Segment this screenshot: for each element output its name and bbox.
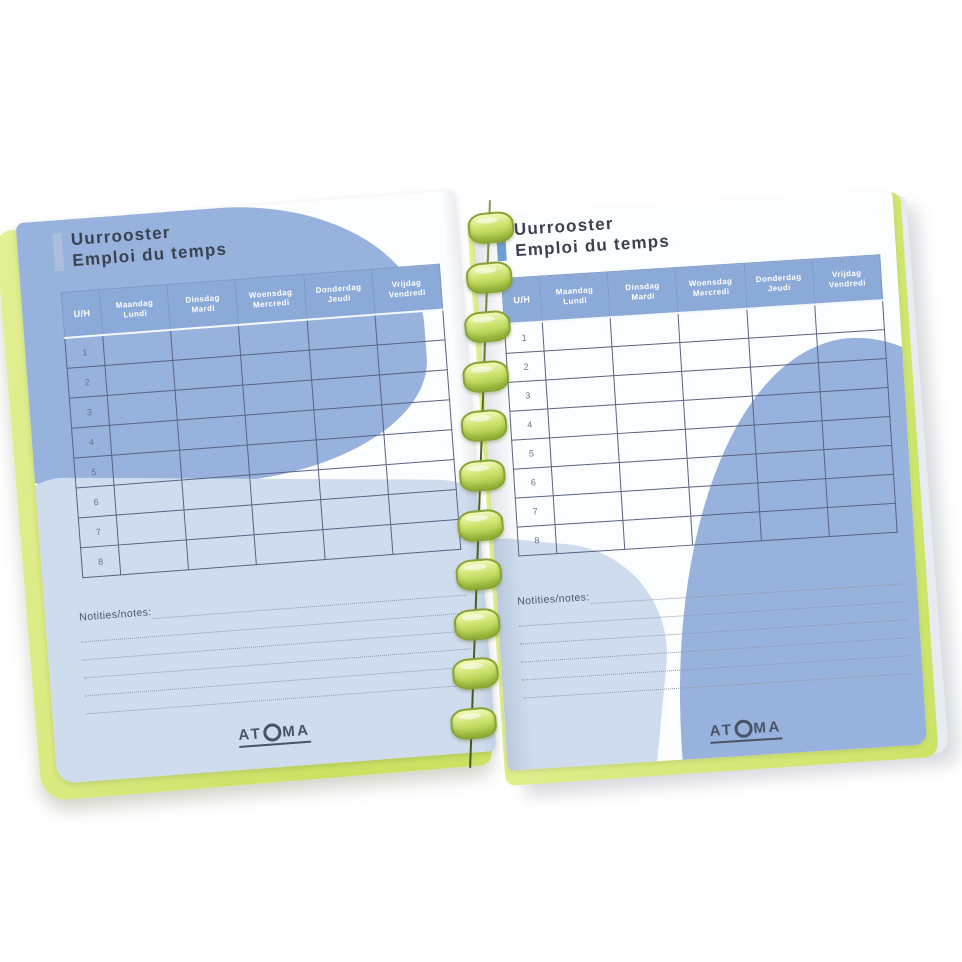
hour-cell: 5 xyxy=(73,455,114,488)
hour-cell: 1 xyxy=(64,335,105,369)
empty-timetable-cell xyxy=(613,371,684,405)
atoma-logo: AT MA xyxy=(709,717,783,744)
empty-timetable-cell xyxy=(689,482,760,517)
empty-timetable-cell xyxy=(816,329,887,363)
day-header-cell: Donderdag Jeudi xyxy=(743,259,815,309)
empty-timetable-cell xyxy=(612,342,683,376)
page-title-block: Uurrooster Emploi du temps xyxy=(495,209,670,262)
hour-cell: 7 xyxy=(78,515,119,548)
empty-timetable-cell xyxy=(750,362,820,397)
empty-timetable-cell xyxy=(825,474,896,508)
empty-timetable-cell xyxy=(759,507,830,541)
logo-text-right: MA xyxy=(281,721,312,741)
day-header-cell: Vrijdag Vendredi xyxy=(811,254,883,305)
binding-disc xyxy=(464,259,514,295)
day-header-cell: Woensdag Mercredi xyxy=(235,274,307,325)
empty-timetable-cell xyxy=(610,313,681,347)
empty-timetable-cell xyxy=(390,519,461,555)
empty-timetable-cell xyxy=(691,511,761,546)
empty-timetable-cell xyxy=(623,516,693,550)
empty-timetable-cell xyxy=(687,453,758,488)
day-header-cell: Vrijdag Vendredi xyxy=(371,264,443,315)
page-title: Uurrooster Emploi du temps xyxy=(513,209,670,261)
day-header-cell: Maandag Lundi xyxy=(539,271,611,322)
hour-cell: 4 xyxy=(71,425,112,459)
disc-binding-spine xyxy=(449,198,516,772)
title-accent-bar xyxy=(52,232,65,272)
empty-timetable-cell xyxy=(186,534,257,570)
logo-text-left: AT xyxy=(709,720,735,740)
hour-cell: 4 xyxy=(509,408,550,441)
hour-cell: 6 xyxy=(513,466,554,499)
logo-text-right: MA xyxy=(752,717,783,737)
empty-timetable-cell xyxy=(551,462,622,496)
empty-timetable-cell xyxy=(118,539,189,575)
binding-disc xyxy=(451,656,500,692)
right-page: Uurrooster Emploi du temps U/H Maandag Lu… xyxy=(472,189,928,771)
empty-timetable-cell xyxy=(753,420,824,454)
hour-cell: 8 xyxy=(80,544,121,578)
empty-timetable-cell xyxy=(617,429,688,463)
empty-timetable-cell xyxy=(746,304,817,339)
empty-timetable-cell xyxy=(821,416,892,450)
hour-cell: 3 xyxy=(69,395,110,429)
empty-timetable-cell xyxy=(685,425,756,459)
binding-disc xyxy=(461,358,511,394)
empty-timetable-cell xyxy=(757,478,828,512)
binding-disc xyxy=(452,606,502,642)
hour-cell: 2 xyxy=(506,351,546,383)
empty-timetable-cell xyxy=(549,433,620,467)
empty-timetable-cell xyxy=(322,524,393,560)
hour-cell: 8 xyxy=(517,524,557,557)
empty-timetable-cell xyxy=(680,338,751,372)
left-page: Uurrooster Emploi du temps U/H Maandag Lu… xyxy=(15,190,497,784)
empty-timetable-cell xyxy=(615,400,686,434)
empty-timetable-cell xyxy=(555,520,625,554)
day-header-cell: Donderdag Jeudi xyxy=(303,269,375,320)
corner-header-cell: U/H xyxy=(61,289,103,338)
empty-timetable-cell xyxy=(818,358,889,392)
empty-timetable-cell xyxy=(683,396,754,430)
empty-timetable-cell xyxy=(678,308,749,343)
empty-timetable-cell xyxy=(544,346,614,380)
hour-cell: 3 xyxy=(507,379,548,412)
empty-timetable-cell xyxy=(545,375,616,409)
empty-timetable-cell xyxy=(814,300,885,334)
hour-cell: 6 xyxy=(76,485,117,518)
empty-timetable-cell xyxy=(254,529,325,565)
empty-timetable-cell xyxy=(682,367,752,401)
empty-timetable-cell xyxy=(619,458,690,492)
empty-timetable-cell xyxy=(748,333,819,368)
binding-disc xyxy=(456,507,505,543)
day-header-cell: Maandag Lundi xyxy=(99,284,171,336)
day-header-cell: Dinsdag Mardi xyxy=(607,267,679,318)
empty-timetable-cell xyxy=(621,487,692,521)
logo-ring-icon xyxy=(733,719,754,739)
empty-timetable-cell xyxy=(553,491,624,525)
day-header-cell: Woensdag Mercredi xyxy=(675,263,747,314)
empty-timetable-cell xyxy=(547,404,618,438)
empty-timetable-cell xyxy=(819,387,890,421)
empty-timetable-cell xyxy=(823,445,894,479)
hour-cell: 2 xyxy=(67,365,108,399)
day-header-cell: Dinsdag Mardi xyxy=(167,279,239,330)
empty-timetable-cell xyxy=(542,317,613,352)
empty-timetable-cell xyxy=(751,391,822,426)
hour-cell: 5 xyxy=(511,437,552,470)
hour-cell: 7 xyxy=(515,495,556,528)
timetable: U/H Maandag Lundi Dinsdag Mardi Woensdag Me… xyxy=(501,254,898,557)
logo-ring-icon xyxy=(262,722,282,743)
empty-timetable-cell xyxy=(755,449,826,483)
empty-timetable-cell xyxy=(827,503,898,537)
logo-text-left: AT xyxy=(237,724,263,744)
timetable: U/H Maandag Lundi Dinsdag Mardi Woensdag Me… xyxy=(61,264,461,579)
